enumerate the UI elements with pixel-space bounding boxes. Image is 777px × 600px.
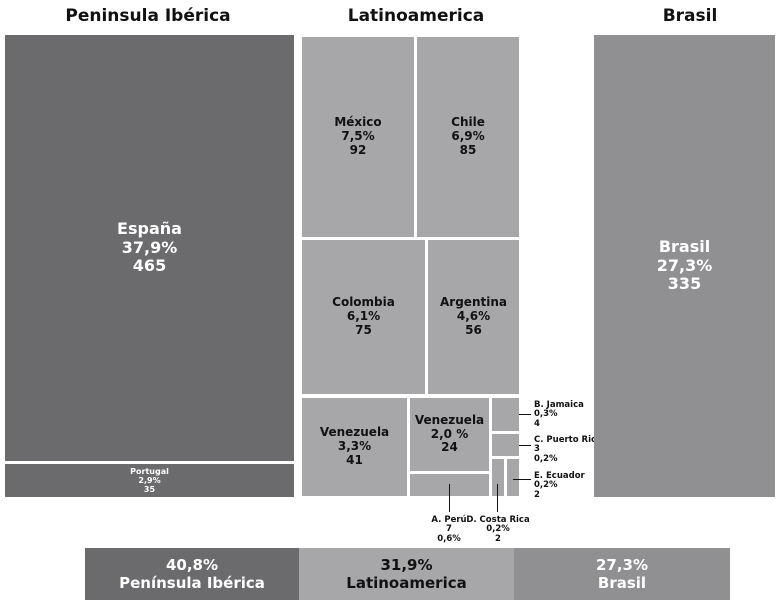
label-jamaica-percent: 0,3% [534,409,558,420]
leader-peru [449,484,450,512]
label-costa-rica-name: D. Costa Rica [466,515,530,525]
cell-venezuela-a-value: 41 [346,452,363,467]
group-header-latam: Latinoamerica [347,6,485,26]
summary-brasil-percent: 27,3% [595,556,649,574]
label-puerto-rico-name: C. Puerto Rico [534,435,602,445]
cell-venezuela-b-name: Venezuela [414,412,485,427]
label-costa-rica: D. Costa Rica 0,2% 2 [466,515,530,544]
cell-brasil: Brasil 27,3% 335 [594,35,775,497]
cell-portugal-name: Portugal [130,466,169,476]
cell-portugal-value: 35 [143,485,156,495]
cell-brasil-value: 335 [667,274,702,294]
summary-latam-percent: 31,9% [380,556,433,574]
cell-colombia: Colombia 6,1% 75 [302,240,425,394]
cell-mexico-percent: 7,5% [341,129,375,144]
label-jamaica-value: 4 [534,418,540,429]
label-peru-value: 7 [446,524,452,535]
leader-jamaica [519,414,531,415]
cell-venezuela-a: Venezuela 3,3% 41 [302,398,407,496]
label-jamaica-name: B. Jamaica [534,400,584,410]
cell-mexico-name: México [334,115,382,130]
summary-iberica-percent: 40,8% [165,556,219,574]
cell-colombia-percent: 6,1% [346,309,381,324]
label-ecuador-name: E. Ecuador [534,471,585,481]
cell-argentina: Argentina 4,6% 56 [428,240,519,394]
cell-argentina-percent: 4,6% [456,309,491,324]
label-peru: A. Perú 7 0,6% [431,515,467,544]
label-ecuador: E. Ecuador 0,2% 2 [534,471,585,500]
cell-puerto-rico [492,434,519,456]
cell-venezuela-b: Venezuela 2,0 % 24 [410,398,489,471]
cell-venezuela-b-value: 24 [441,440,458,455]
cell-espana-value: 465 [132,256,167,276]
cell-mexico: México 7,5% 92 [302,37,414,237]
cell-portugal-percent: 2,9% [138,475,161,485]
label-puerto-rico: C. Puerto Rico 3 0,2% [534,435,602,464]
summary-iberica-name: Península Ibérica [119,574,265,592]
cell-venezuela-b-percent: 2,0 % [430,426,469,441]
leader-costa-rica [497,484,498,512]
summary-brasil-name: Brasil [597,574,647,592]
cell-chile-name: Chile [451,115,485,130]
cell-espana-percent: 37,9% [121,237,178,257]
cell-portugal: Portugal 2,9% 35 [5,464,294,497]
cell-mexico-value: 92 [349,142,367,157]
cell-espana: España 37,9% 465 [5,35,294,461]
cell-argentina-value: 56 [465,322,482,337]
cell-espana-name: España [117,219,182,239]
leader-puerto-rico [519,445,531,446]
label-costa-rica-percent: 0,2% [486,524,510,535]
group-header-brasil: Brasil [662,6,718,26]
label-peru-percent: 0,6% [437,533,461,544]
group-header-iberica: Peninsula Ibérica [65,6,231,26]
cell-chile-value: 85 [459,142,477,157]
summary-latam-name: Latinoamerica [346,574,467,592]
label-puerto-rico-percent: 0,2% [534,453,558,464]
cell-venezuela-a-percent: 3,3% [337,439,372,454]
cell-costa-rica [492,459,504,496]
cell-brasil-name: Brasil [658,237,711,257]
cell-colombia-value: 75 [355,322,372,337]
leader-ecuador [513,479,531,480]
summary-brasil: 27,3% Brasil [514,548,730,600]
label-peru-name: A. Perú [431,515,467,525]
cell-colombia-name: Colombia [332,295,395,310]
label-ecuador-percent: 0,2% [534,480,558,491]
cell-venezuela-a-name: Venezuela [319,425,390,440]
label-jamaica: B. Jamaica 0,3% 4 [534,400,584,429]
label-costa-rica-value: 2 [495,533,501,544]
cell-chile: Chile 6,9% 85 [417,37,519,237]
summary-iberica: 40,8% Península Ibérica [85,548,299,600]
cell-argentina-name: Argentina [440,295,507,310]
label-puerto-rico-value: 3 [534,444,540,455]
cell-chile-percent: 6,9% [451,129,485,144]
summary-latam: 31,9% Latinoamerica [299,548,514,600]
label-ecuador-value: 2 [534,489,540,500]
cell-ecuador [507,459,519,496]
cell-brasil-percent: 27,3% [656,255,713,275]
cell-jamaica [492,398,519,431]
